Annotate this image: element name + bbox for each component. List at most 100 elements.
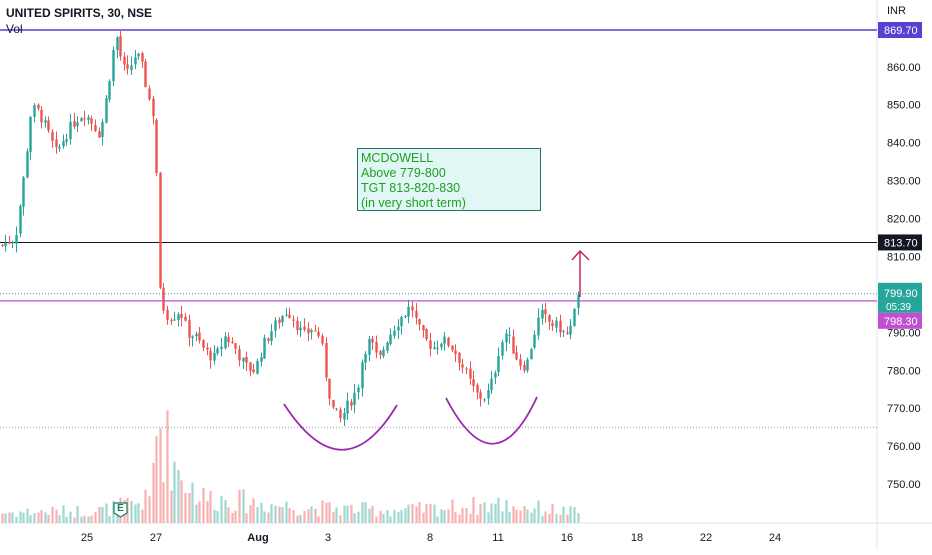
volume-bar [404, 508, 407, 523]
candle-body [144, 61, 147, 88]
cup-curve-right [445, 396, 538, 445]
candle-body [321, 335, 324, 344]
volume-bar [454, 512, 457, 523]
earnings-icon[interactable]: E [113, 502, 128, 518]
volume-bar [541, 515, 544, 523]
candle-body [224, 336, 227, 349]
volume-bar [321, 500, 324, 523]
candle-body [166, 309, 169, 320]
candle-body [577, 294, 580, 308]
candle-body [443, 336, 446, 344]
candle-body [508, 334, 511, 336]
volume-bar [476, 514, 479, 523]
candle-body [483, 399, 486, 401]
volume-bar [400, 510, 403, 523]
candle-body [256, 360, 259, 374]
time-tick-label: 25 [81, 532, 93, 544]
candle-body [108, 81, 111, 100]
volume-bar [162, 482, 165, 523]
candle-body [105, 98, 108, 123]
candle-body [307, 328, 310, 334]
candle-body [216, 348, 219, 354]
target-price-tag-bg [878, 234, 922, 251]
candle-body [281, 316, 284, 322]
volume-bar [152, 462, 155, 523]
candle-body [353, 392, 356, 405]
volume-bar [166, 410, 169, 523]
candle-body [245, 356, 248, 363]
candle-body [497, 355, 500, 373]
candle-body [83, 118, 86, 120]
volume-bar [296, 515, 299, 523]
volume-bar [141, 509, 144, 523]
candle-body [188, 320, 191, 338]
candle-body [415, 310, 418, 318]
candle-body [206, 347, 209, 350]
volume-bar [80, 516, 83, 523]
volume-bar [371, 505, 374, 523]
volume-bar [382, 513, 385, 523]
volume-bar [537, 500, 540, 523]
candle-body [191, 336, 194, 339]
time-tick-label: 11 [492, 532, 503, 544]
price-tick-label: 810.00 [887, 251, 921, 263]
volume-bar [523, 506, 526, 523]
volume-bar [379, 510, 382, 523]
candle-body [335, 408, 338, 410]
candle-body [490, 378, 493, 391]
candle-body [339, 409, 342, 419]
candle-body [126, 64, 129, 69]
volume-bar [519, 510, 522, 523]
candle-body [429, 340, 432, 350]
volume-bar [87, 516, 90, 523]
candle-body [263, 337, 266, 359]
volume-bar [461, 507, 464, 523]
volume-bar [213, 509, 216, 523]
candle-body [112, 50, 115, 82]
candle-body [278, 319, 281, 324]
volume-bar [98, 506, 101, 523]
volume-bar [497, 497, 500, 523]
candle-body [184, 316, 187, 321]
volume-bar [559, 515, 562, 523]
candle-body [130, 65, 133, 71]
annotation-note[interactable]: MCDOWELL Above 779-800 TGT 813-820-830 (… [357, 148, 541, 211]
volume-bar [530, 512, 533, 523]
price-tick-label: 820.00 [887, 214, 921, 226]
candle-body [436, 347, 439, 349]
volume-bar [231, 513, 234, 523]
candle-body [364, 353, 367, 363]
candle-body [332, 399, 335, 408]
candle-body [393, 330, 396, 336]
candle-body [270, 331, 273, 342]
volume-bar [469, 513, 472, 523]
candle-body [501, 342, 504, 356]
volume-bar [350, 504, 353, 523]
last-price-tag-bg [878, 282, 922, 313]
candle-body [515, 352, 518, 360]
volume-bar [364, 502, 367, 523]
candle-body [454, 350, 457, 355]
candle-body [98, 131, 101, 138]
candle-body [173, 319, 176, 321]
target-arrow-head [571, 249, 590, 261]
volume-bar [562, 506, 565, 523]
volume-bar [447, 509, 450, 523]
note-line-horizon: (in very short term) [361, 196, 466, 210]
volume-bar [566, 514, 569, 523]
candle-body [555, 320, 558, 328]
volume-bar [55, 509, 58, 523]
volume-bar [206, 500, 209, 523]
candle-body [476, 384, 479, 393]
candle-body [325, 342, 328, 378]
candle-body [252, 369, 255, 373]
candle-body [548, 315, 551, 322]
candle-body [1, 244, 4, 246]
volume-bar [361, 502, 364, 523]
candle-body [94, 125, 97, 132]
volume-bar [44, 512, 47, 523]
volume-bar [144, 489, 147, 523]
candle-body [33, 105, 36, 117]
candle-body [116, 37, 119, 51]
